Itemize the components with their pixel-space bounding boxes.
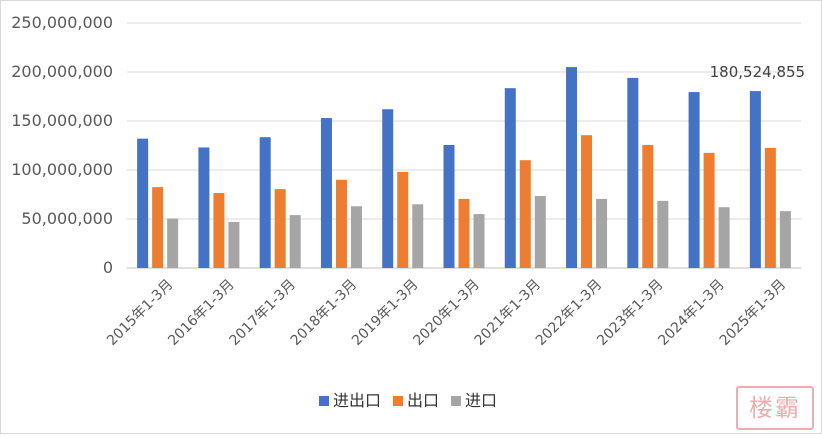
bar-export-5 — [458, 198, 470, 268]
y-tick-label: 50,000,000 — [21, 209, 113, 228]
bar-total-2 — [259, 137, 271, 268]
y-tick-label: 250,000,000 — [11, 13, 113, 32]
bar-total-4 — [382, 109, 394, 269]
bar-import-9 — [718, 207, 730, 268]
bar-export-9 — [703, 152, 715, 268]
bar-export-8 — [642, 145, 654, 268]
bar-import-4 — [412, 204, 424, 268]
y-axis: 0 50,000,000 100,000,000 150,000,000 200,000… — [11, 13, 113, 277]
bar-total-3 — [320, 118, 332, 268]
x-axis: 2015年1-3月2016年1-3月2017年1-3月2018年1-3月2019… — [104, 277, 789, 349]
bar-export-2 — [274, 189, 286, 268]
bar-import-0 — [167, 218, 179, 268]
legend-label: 出口 — [407, 391, 439, 410]
bar-export-3 — [335, 179, 347, 268]
legend: 进出口 出口 进口 — [319, 391, 497, 410]
bar-total-8 — [627, 77, 639, 268]
bar-export-4 — [397, 171, 409, 268]
y-tick-label: 0 — [103, 258, 113, 277]
data-label: 180,524,855 — [710, 63, 805, 81]
y-tick-label: 200,000,000 — [11, 62, 113, 81]
bar-export-10 — [764, 147, 776, 268]
bar-import-5 — [473, 214, 485, 268]
bar-export-0 — [152, 187, 164, 268]
y-tick-label: 150,000,000 — [11, 111, 113, 130]
bar-total-9 — [688, 92, 700, 268]
bars — [137, 67, 791, 269]
bar-total-10 — [749, 91, 761, 269]
bar-import-2 — [289, 215, 301, 268]
y-tick-label: 100,000,000 — [11, 160, 113, 179]
bar-export-1 — [213, 193, 225, 268]
bar-total-5 — [443, 145, 455, 268]
bar-import-10 — [779, 211, 791, 268]
bar-import-8 — [657, 200, 669, 268]
legend-label: 进出口 — [333, 391, 381, 410]
legend-label: 进口 — [465, 391, 497, 410]
bar-import-1 — [228, 221, 240, 268]
legend-swatch — [393, 396, 403, 406]
bar-import-7 — [596, 198, 608, 268]
x-tick-label: 2025年1-3月 — [717, 277, 789, 349]
bar-total-7 — [566, 67, 578, 268]
data-labels: 180,524,855 — [710, 63, 805, 81]
bar-import-6 — [534, 195, 546, 268]
bar-total-1 — [198, 147, 210, 268]
bar-export-6 — [519, 160, 531, 268]
bar-import-3 — [350, 206, 362, 268]
bar-export-7 — [581, 135, 593, 268]
bar-total-0 — [137, 138, 149, 268]
legend-swatch — [451, 396, 461, 406]
legend-swatch — [319, 396, 329, 406]
watermark-seal: 楼霸 — [736, 386, 814, 430]
bar-total-6 — [504, 88, 516, 268]
